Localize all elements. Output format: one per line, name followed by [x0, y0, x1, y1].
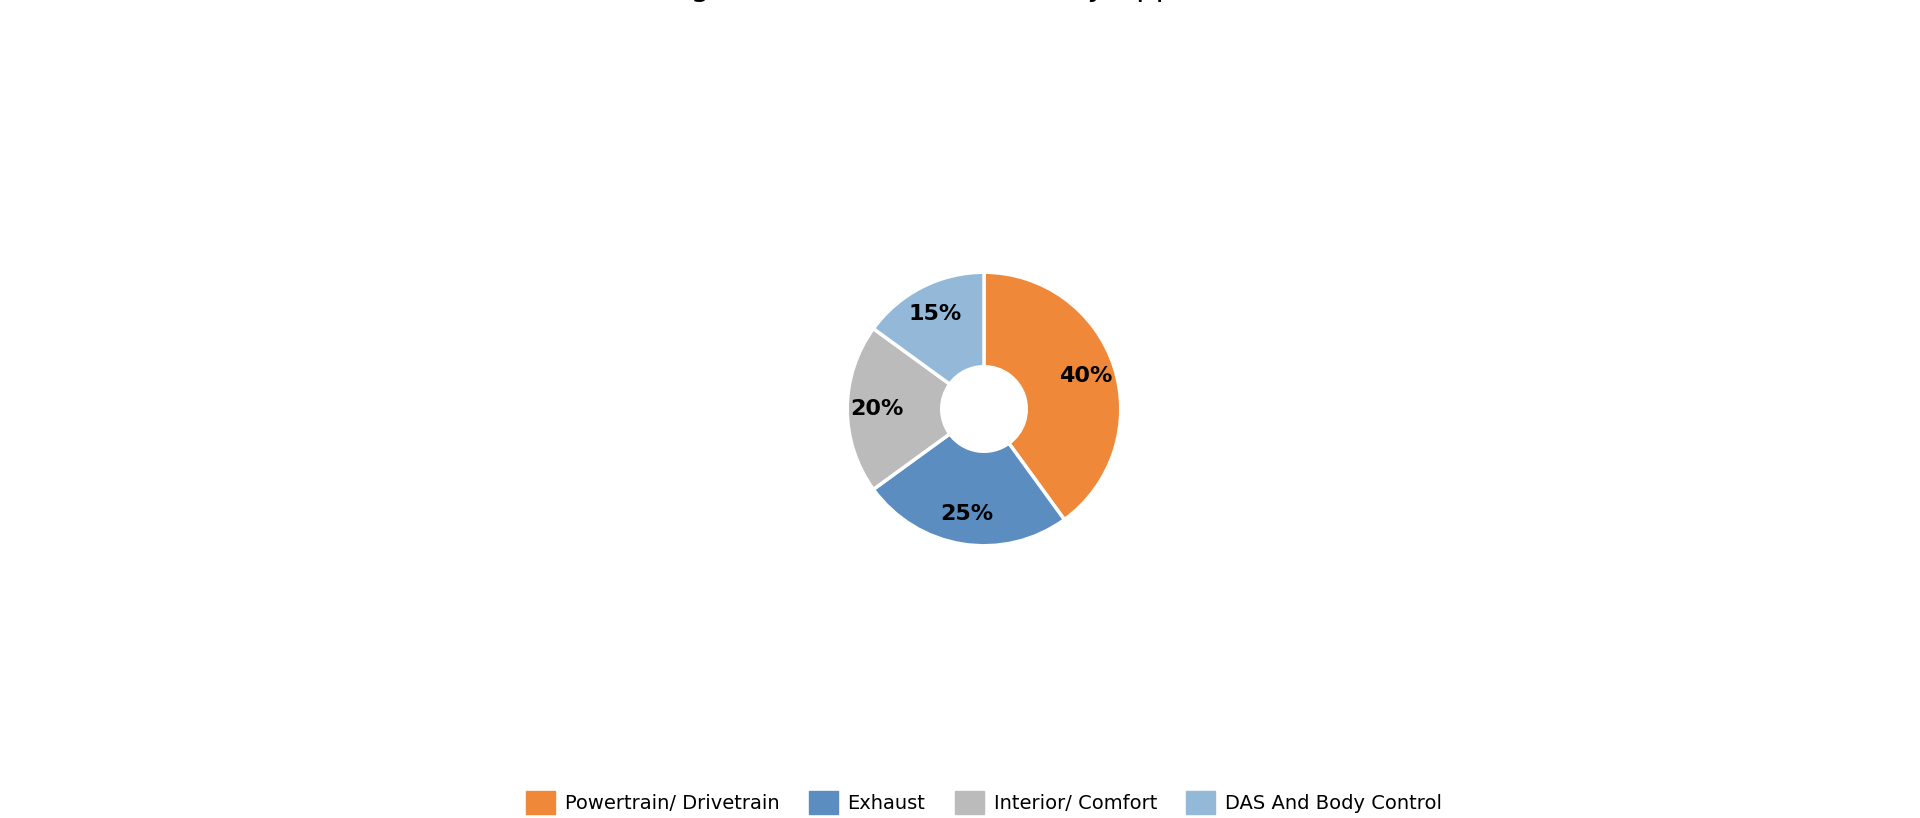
Text: 25%: 25% [941, 505, 995, 524]
Title: Passenger Car Sensors Market, by Application, 2022: Passenger Car Sensors Market, by Applica… [586, 0, 1382, 2]
Text: 15%: 15% [908, 304, 962, 324]
Wedge shape [983, 272, 1121, 519]
Text: 20%: 20% [851, 399, 904, 419]
Legend: Powertrain/ Drivetrain, Exhaust, Interior/ Comfort, DAS And Body Control: Powertrain/ Drivetrain, Exhaust, Interio… [518, 783, 1450, 818]
Wedge shape [874, 434, 1064, 546]
Text: 40%: 40% [1058, 366, 1112, 386]
Wedge shape [847, 329, 950, 489]
Wedge shape [874, 272, 985, 384]
